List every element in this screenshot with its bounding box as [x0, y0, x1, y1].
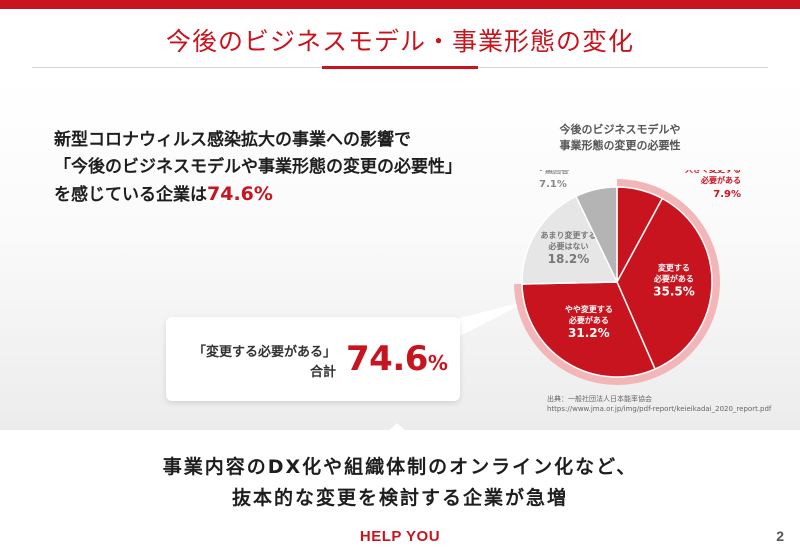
- brand-logo: HELP YOU: [359, 528, 441, 545]
- pie-slice-3-label-line-2: 必要がある: [568, 315, 609, 325]
- pie-slice-2-value: 35.5%: [653, 284, 695, 298]
- total-callout-box: 「変更する必要がある」 合計 74.6%: [166, 317, 460, 401]
- conclusion-band: [0, 430, 800, 522]
- source-line-2: https://www.jma.or.jp/img/pdf-report/kei…: [547, 405, 772, 413]
- callout-value-number: 74.6: [346, 339, 428, 379]
- callout-pointer: [452, 300, 530, 338]
- pie-slice-2-label-line-2: 必要がある: [653, 273, 694, 283]
- conclusion-line-1: 事業内容のDX化や組織体制のオンライン化など、: [162, 456, 638, 478]
- pie-slice-4-value: 18.2%: [548, 252, 590, 266]
- chart-title-line-1: 今後のビジネスモデルや: [559, 123, 681, 136]
- headline-text: 新型コロナウィルス感染拡大の事業への影響で 「今後のビジネスモデルや事業形態の変…: [54, 127, 514, 209]
- chart-title: 今後のビジネスモデルや 事業形態の変更の必要性: [540, 122, 700, 154]
- callout-label: 「変更する必要がある」 合計: [176, 343, 336, 383]
- pie-slice-4-label-line-1: あまり変更する: [540, 230, 596, 240]
- pie-slice-4: [521, 195, 619, 285]
- callout-label-line-1: 「変更する必要がある」: [192, 345, 336, 360]
- pie-slice-1-value: 7.9%: [713, 189, 741, 200]
- page-number: 2: [776, 528, 784, 544]
- pie-chart: 大きく変更する必要がある7.9%変更する必要がある35.5%やや変更する必要があ…: [514, 170, 741, 385]
- pie-slice-3: [521, 281, 657, 378]
- title-accent-line: [322, 66, 478, 69]
- pie-slice-2: [616, 197, 713, 371]
- callout-total-value: 74.6%: [346, 339, 448, 379]
- pie-slice-3-label-line-1: やや変更する: [565, 304, 613, 314]
- pie-slice-5-value: 7.1%: [539, 179, 567, 190]
- callout-value-unit: %: [427, 351, 448, 375]
- conclusion-line-2: 抜本的な変更を検討する企業が急増: [231, 487, 568, 509]
- conclusion-notch: [386, 423, 408, 433]
- headline-line-1: 新型コロナウィルス感染拡大の事業への影響で: [54, 130, 411, 150]
- headline-line-3: を感じている企業は74.6%: [54, 181, 514, 209]
- top-accent-bar: [0, 0, 800, 9]
- pie-slice-5: [574, 186, 618, 283]
- source-note: 出典：一般社団法人日本能率協会 https://www.jma.or.jp/im…: [547, 394, 777, 414]
- source-line-1: 出典：一般社団法人日本能率協会: [547, 395, 652, 403]
- slide-title: 今後のビジネスモデル・事業形態の変化: [165, 27, 634, 56]
- pie-slice-2-label-line-1: 変更する: [658, 262, 690, 272]
- pie-slice-3-value: 31.2%: [568, 326, 610, 340]
- chart-title-line-2: 事業形態の変更の必要性: [559, 139, 681, 152]
- headline-percent: 74.6%: [207, 183, 273, 205]
- pie-slice-4-label-line-2: 必要はない: [547, 241, 588, 251]
- callout-label-line-2: 合計: [309, 365, 336, 380]
- pie-slice-1-label-line-1: 大きく変更する: [685, 170, 741, 174]
- pie-slice-1-label-line-2: 必要がある: [700, 175, 741, 185]
- headline-line-3-prefix: を感じている企業は: [54, 185, 207, 205]
- conclusion-text: 事業内容のDX化や組織体制のオンライン化など、 抜本的な変更を検討する企業が急増: [0, 452, 800, 514]
- headline-line-2: 「今後のビジネスモデルや事業形態の変更の必要性」: [54, 157, 462, 177]
- pie-slice-5-label-line-2: ・無回答: [537, 170, 570, 175]
